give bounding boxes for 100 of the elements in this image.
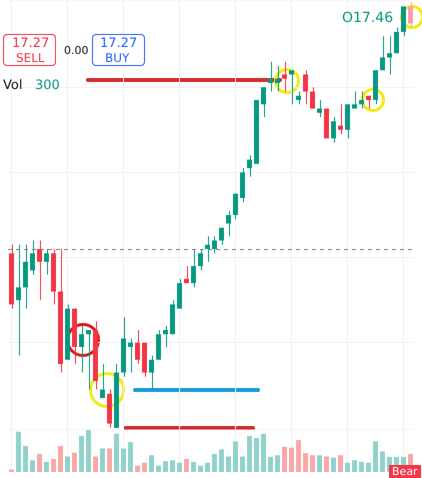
candlestick [338,104,343,135]
bar [366,462,371,472]
candlestick [226,210,231,237]
candlestick [233,193,238,220]
candlestick [184,266,189,284]
candlestick [163,325,168,348]
candlestick [212,236,217,254]
candlestick [86,329,91,390]
bar [282,446,287,472]
annotation: 17.27 [12,36,50,51]
bar [170,460,175,472]
candlestick [261,86,266,118]
bar [205,462,210,472]
bar [331,458,336,472]
candlestick [331,116,336,144]
candlestick [30,240,35,276]
candlestick [247,154,252,178]
candlestick [317,100,322,118]
candlestick [205,236,210,262]
bar [163,461,168,472]
bar [191,462,196,472]
bar [184,458,189,472]
bar [226,456,231,472]
candlestick [310,86,315,110]
bar [380,451,385,472]
bar [212,454,217,472]
candlestick [303,70,308,105]
candlestick [359,91,364,110]
bar [345,462,350,472]
candlestick [128,338,133,374]
bar [142,462,147,472]
annotation: Vol [3,78,22,93]
bar [149,455,154,472]
candlestick [366,95,371,110]
annotation: 0.00 [64,44,88,57]
bar [296,440,301,472]
bar [51,458,56,472]
bar [310,455,315,472]
candlestick [282,61,287,92]
bar [338,455,343,472]
candlestick [408,2,413,28]
bar [86,430,91,472]
bar [114,434,119,472]
bar [65,456,70,472]
bar [240,456,245,472]
bar [289,448,294,472]
bar [275,455,280,472]
bar [373,441,378,472]
candlestick [289,70,294,105]
annotation: 300 [35,78,60,93]
bar [219,449,224,472]
bar [254,438,259,472]
bar [247,436,252,472]
annotation: Bear [389,465,421,478]
bar [359,462,364,472]
candlestick [275,65,280,92]
candlestick [296,91,301,105]
candlestick [37,240,42,301]
bar [93,456,98,472]
annotation: BUY [105,51,130,65]
candlestick [352,91,357,110]
bar [23,446,28,472]
candlestick [79,325,84,374]
bar [121,448,126,472]
bar [79,436,84,472]
candlestick [135,329,140,365]
candlestick [387,36,392,76]
candlestick [191,248,196,288]
bar [324,456,329,472]
candlestick [380,36,385,71]
candlestick [44,248,49,276]
bar [317,455,322,472]
bar [9,469,14,472]
bar [303,453,308,472]
candlestick [394,27,399,54]
bar [58,446,63,472]
candlestick [16,244,21,356]
annotation: SELL [16,51,45,65]
bar [268,456,273,472]
bar [128,442,133,472]
bar [30,460,35,472]
candlestick [149,354,154,390]
bar [156,466,161,472]
candlestick [268,61,273,92]
bar [177,462,182,472]
annotation: O17.46 [342,10,394,26]
bar [37,454,42,472]
bar [135,466,140,472]
bar [16,432,21,472]
candlestick [219,227,224,246]
bar [100,448,105,472]
bar [44,462,49,472]
bar [72,452,77,472]
annotation: 17.27 [100,36,138,51]
candlestick [100,364,105,399]
candlestick [198,248,203,271]
bar [107,448,112,472]
bar [261,434,266,472]
bar [233,441,238,472]
bar [198,466,203,472]
